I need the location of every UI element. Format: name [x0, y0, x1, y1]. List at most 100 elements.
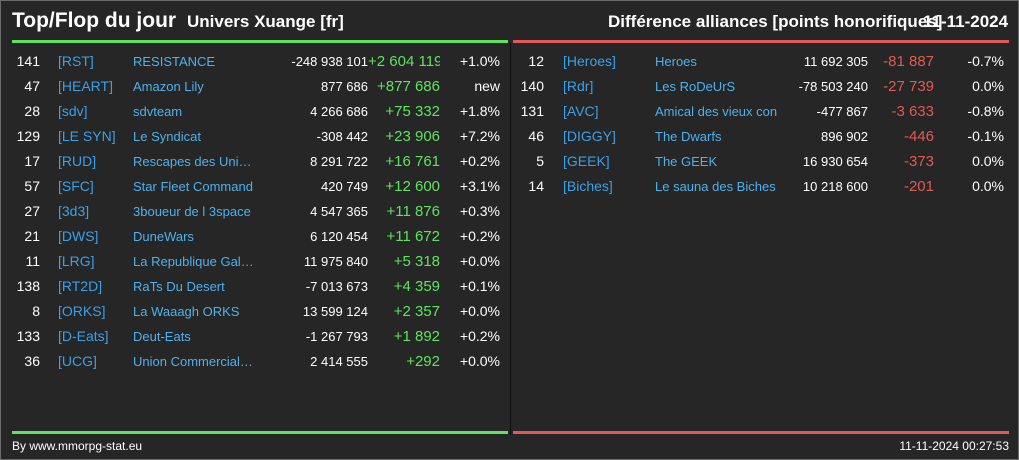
delta: -201	[903, 178, 934, 195]
top-row: 47 [HEART] Amazon Lily 877 686 +877 686 …	[1, 74, 501, 99]
rank: 36	[24, 353, 40, 369]
column-divider	[510, 43, 511, 435]
delta: +16 761	[385, 153, 440, 170]
delta: +292	[406, 353, 440, 370]
alliance-tag[interactable]: [LE SYN]	[58, 128, 116, 144]
points: 896 902	[821, 129, 868, 144]
alliance-tag[interactable]: [3d3]	[58, 203, 90, 219]
points: 16 930 654	[802, 154, 868, 169]
top-row: 141 [RST] RESISTANCE -248 938 101 +2 604…	[1, 49, 501, 74]
delta: +2 604 119	[368, 53, 440, 70]
header-date: 11-11-2024	[923, 12, 1009, 31]
points: 4 266 686	[310, 104, 368, 119]
percent: +0.2%	[459, 328, 500, 344]
alliance-name[interactable]: 3boueur de l 3space	[133, 204, 251, 219]
delta: +23 906	[385, 128, 440, 145]
rank: 11	[25, 253, 40, 269]
delta: +5 318	[393, 253, 440, 270]
percent: +3.1%	[459, 178, 500, 194]
alliance-name[interactable]: Union Commerciale...	[133, 354, 254, 369]
alliance-tag[interactable]: [RT2D]	[58, 278, 103, 294]
alliance-tag[interactable]: [sdv]	[58, 103, 88, 119]
rank: 14	[528, 178, 544, 194]
delta: -81 887	[883, 53, 934, 70]
source-credit[interactable]: By www.mmorpg-stat.eu	[12, 439, 143, 453]
delta: -3 633	[891, 103, 934, 120]
alliance-name[interactable]: Les RoDeUrS	[655, 79, 736, 94]
alliance-tag[interactable]: [DWS]	[58, 228, 99, 244]
delta: +4 359	[393, 278, 440, 295]
alliance-name[interactable]: Amical des vieux con	[655, 104, 778, 119]
percent: -0.8%	[967, 103, 1004, 119]
alliance-name[interactable]: Le sauna des Biches	[655, 179, 776, 194]
points: 8 291 722	[310, 154, 368, 169]
delta: -446	[903, 128, 934, 145]
percent: +1.0%	[459, 53, 500, 69]
points: -1 267 793	[305, 329, 368, 344]
delta: +11 672	[386, 228, 440, 245]
delta: +12 600	[385, 178, 440, 195]
percent: +0.3%	[459, 203, 500, 219]
percent: -0.7%	[967, 53, 1004, 69]
flop-row: 140 [Rdr] Les RoDeUrS -78 503 240 -27 73…	[1, 74, 1004, 99]
alliance-name[interactable]: Deut-Eats	[133, 329, 191, 344]
alliance-tag[interactable]: [UCG]	[58, 353, 97, 369]
top-row: 27 [3d3] 3boueur de l 3space 4 547 365 +…	[1, 199, 501, 224]
header: Top/Flop du jour Univers Xuange [fr] Dif…	[1, 1, 1018, 39]
points: 13 599 124	[302, 304, 368, 319]
alliance-name[interactable]: La Republique Gala...	[133, 254, 254, 269]
alliance-tag[interactable]: [DIGGY]	[563, 128, 616, 144]
delta: +75 332	[385, 103, 440, 120]
top-accent-bar-bottom	[12, 431, 508, 434]
alliance-tag[interactable]: [Biches]	[563, 178, 613, 194]
flop-row: 46 [DIGGY] The Dwarfs 896 902 -446 -0.1%	[1, 124, 1004, 149]
delta: +11 876	[386, 203, 440, 220]
top-row: 133 [D-Eats] Deut-Eats -1 267 793 +1 892…	[1, 324, 501, 349]
top-row: 129 [LE SYN] Le Syndicat -308 442 +23 90…	[1, 124, 501, 149]
alliance-tag[interactable]: [ORKS]	[58, 303, 106, 319]
alliance-name[interactable]: The GEEK	[655, 154, 718, 169]
alliance-name[interactable]: Heroes	[655, 54, 697, 69]
alliance-name[interactable]: DuneWars	[133, 229, 194, 244]
percent: +7.2%	[459, 128, 500, 144]
points: -7 013 673	[305, 279, 368, 294]
stat-type-label: Différence alliances [points honorifique…	[608, 12, 943, 31]
alliance-name[interactable]: The Dwarfs	[655, 129, 722, 144]
rank: 141	[16, 53, 40, 69]
top-row: 28 [sdv] sdvteam 4 266 686 +75 332 +1.8%	[1, 99, 501, 124]
points: -477 867	[816, 104, 868, 119]
percent: 0.0%	[972, 153, 1004, 169]
points: 6 120 454	[310, 229, 368, 244]
percent: +0.2%	[459, 153, 500, 169]
alliance-name[interactable]: RaTs Du Desert	[133, 279, 225, 294]
alliance-tag[interactable]: [SFC]	[58, 178, 94, 194]
alliance-tag[interactable]: [GEEK]	[563, 153, 610, 169]
alliance-tag[interactable]: [D-Eats]	[58, 328, 109, 344]
alliance-name[interactable]: La Waaagh ORKS	[133, 304, 240, 319]
points: 420 749	[321, 179, 368, 194]
alliance-tag[interactable]: [Rdr]	[563, 78, 594, 94]
alliance-tag[interactable]: [RUD]	[58, 153, 97, 169]
delta: +2 357	[393, 303, 440, 320]
universe-label: Univers Xuange [fr]	[187, 12, 344, 31]
points: 877 686	[321, 79, 368, 94]
points: -308 442	[316, 129, 368, 144]
generated-timestamp: 11-11-2024 00:27:53	[899, 439, 1009, 453]
alliance-tag[interactable]: [RST]	[58, 53, 94, 69]
delta: +877 686	[377, 78, 440, 95]
flop-row: 5 [GEEK] The GEEK 16 930 654 -373 0.0%	[1, 149, 1004, 174]
alliance-tag[interactable]: [AVC]	[563, 103, 599, 119]
rank: 47	[24, 78, 40, 94]
percent: +0.2%	[459, 228, 500, 244]
percent: 0.0%	[972, 178, 1004, 194]
alliance-tag[interactable]: [Heroes]	[563, 53, 616, 69]
rank: 131	[520, 103, 544, 119]
top-accent-bar	[12, 40, 508, 43]
alliance-tag[interactable]: [LRG]	[58, 253, 95, 269]
top-row: 36 [UCG] Union Commerciale... 2 414 555 …	[1, 349, 501, 374]
page-title: Top/Flop du jour	[12, 9, 177, 32]
alliance-tag[interactable]: [HEART]	[58, 78, 113, 94]
percent: -0.1%	[967, 128, 1004, 144]
delta: +1 892	[393, 328, 440, 345]
